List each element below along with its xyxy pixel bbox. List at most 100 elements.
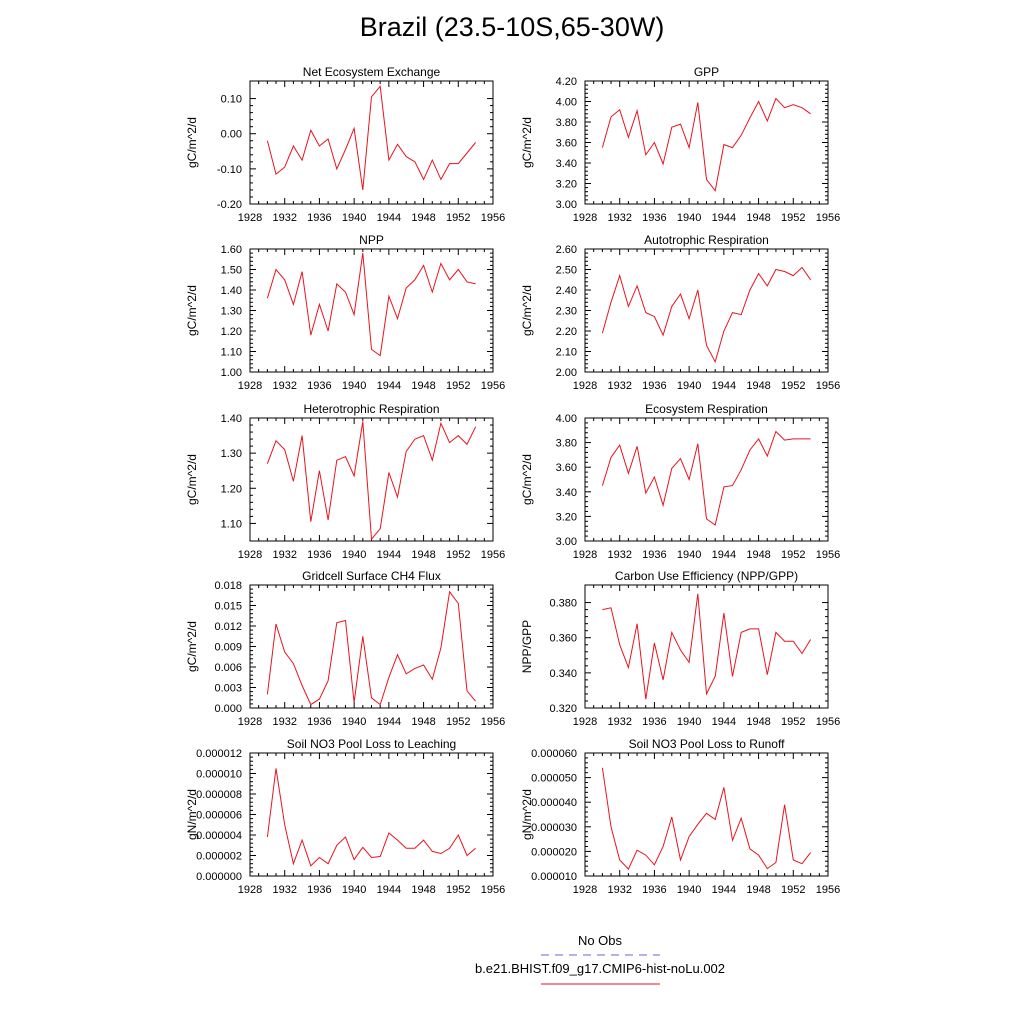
y-axis-label: gC/m^2/d — [520, 117, 534, 168]
y-axis-label: gN/m^2/d — [185, 789, 199, 840]
x-tick-label: 1948 — [746, 380, 770, 392]
y-tick-label: 3.80 — [556, 117, 577, 129]
x-tick-label: 1944 — [712, 716, 736, 728]
y-tick-label: 3.20 — [556, 179, 577, 191]
y-tick-label: 0.000002 — [196, 851, 242, 863]
x-tick-label: 1952 — [446, 212, 470, 224]
y-tick-label: 0.015 — [214, 601, 242, 613]
y-tick-label: 0.320 — [549, 703, 577, 715]
x-tick-label: 1956 — [481, 549, 505, 561]
x-tick-label: 1936 — [642, 549, 666, 561]
x-tick-label: 1932 — [607, 884, 631, 896]
x-tick-label: 1948 — [411, 716, 435, 728]
x-tick-label: 1956 — [816, 212, 840, 224]
x-tick-label: 1928 — [573, 716, 597, 728]
x-tick-label: 1944 — [712, 884, 736, 896]
series-line — [602, 593, 812, 700]
series-line — [601, 97, 811, 192]
panel-title: Carbon Use Efficiency (NPP/GPP) — [615, 569, 798, 583]
x-tick-label: 1936 — [642, 380, 666, 392]
x-tick-label: 1932 — [607, 380, 631, 392]
chart-panel-5: Heterotrophic Respiration gC/m^2/d 1928 193… — [185, 402, 505, 561]
y-axis-label: gC/m^2/d — [185, 454, 199, 505]
x-tick-label: 1948 — [411, 212, 435, 224]
x-tick-label: 1932 — [607, 549, 631, 561]
plot-frame — [584, 417, 829, 542]
x-tick-label: 1952 — [446, 884, 470, 896]
chart-panel-3: NPP gC/m^2/d 1928 1932 1936 1940 1944 1948 1952 1… — [185, 233, 505, 392]
x-tick-label: 1932 — [272, 212, 296, 224]
y-tick-label: 0.006 — [214, 662, 242, 674]
y-tick-label: 0.000040 — [531, 797, 577, 809]
series-line — [266, 768, 476, 867]
series-line — [601, 266, 812, 364]
x-tick-label: 1932 — [272, 549, 296, 561]
panel-title: GPP — [694, 65, 719, 79]
x-tick-label: 1956 — [481, 884, 505, 896]
y-axis-label: gC/m^2/d — [185, 621, 199, 672]
x-tick-label: 1952 — [446, 549, 470, 561]
x-tick-label: 1936 — [307, 549, 331, 561]
x-tick-label: 1948 — [746, 884, 770, 896]
x-tick-label: 1944 — [712, 549, 736, 561]
x-tick-label: 1940 — [342, 380, 366, 392]
y-tick-label: 3.40 — [556, 158, 577, 170]
x-tick-label: 1940 — [677, 549, 701, 561]
y-tick-label: -0.10 — [217, 164, 242, 176]
figure-title: Brazil (23.5-10S,65-30W) — [359, 12, 665, 42]
y-tick-label: 1.00 — [221, 367, 242, 379]
x-tick-label: 1928 — [238, 380, 262, 392]
y-tick-label: 0.340 — [549, 668, 577, 680]
x-tick-label: 1952 — [446, 716, 470, 728]
y-tick-label: 0.380 — [549, 598, 577, 610]
y-tick-label: 4.20 — [556, 76, 577, 88]
y-tick-label: 0.00 — [221, 129, 242, 141]
y-tick-label: 0.000 — [214, 703, 242, 715]
x-tick-label: 1944 — [377, 212, 401, 224]
y-axis-label: gN/m^2/d — [520, 789, 534, 840]
y-tick-label: 3.00 — [556, 199, 577, 211]
x-tick-label: 1936 — [307, 212, 331, 224]
y-tick-label: -0.20 — [217, 199, 242, 211]
x-tick-label: 1928 — [573, 212, 597, 224]
x-tick-label: 1928 — [238, 884, 262, 896]
x-tick-label: 1936 — [307, 716, 331, 728]
x-tick-label: 1948 — [746, 549, 770, 561]
x-tick-label: 1956 — [481, 380, 505, 392]
x-tick-label: 1956 — [816, 884, 840, 896]
series-line — [266, 421, 477, 541]
x-tick-label: 1940 — [677, 884, 701, 896]
y-tick-label: 1.10 — [221, 347, 242, 359]
x-tick-label: 1952 — [781, 212, 805, 224]
chart-panel-6: Ecosystem Respiration gC/m^2/d 1928 1932 193… — [520, 402, 840, 561]
y-tick-label: 0.018 — [214, 580, 242, 592]
y-tick-label: 0.009 — [214, 642, 242, 654]
x-tick-label: 1956 — [816, 380, 840, 392]
y-tick-label: 3.60 — [556, 462, 577, 474]
x-tick-label: 1944 — [377, 549, 401, 561]
x-tick-label: 1940 — [677, 716, 701, 728]
panel-title: Net Ecosystem Exchange — [303, 65, 441, 79]
y-tick-label: 0.003 — [214, 683, 242, 695]
x-tick-label: 1936 — [642, 212, 666, 224]
x-tick-label: 1932 — [607, 716, 631, 728]
y-tick-label: 0.000020 — [531, 846, 577, 858]
chart-panel-2: GPP gC/m^2/d 1928 1932 1936 1940 1944 1948 1952 1… — [520, 65, 840, 224]
x-tick-label: 1948 — [411, 380, 435, 392]
y-tick-label: 0.000060 — [531, 748, 577, 760]
y-tick-label: 2.20 — [556, 326, 577, 338]
x-tick-label: 1936 — [307, 380, 331, 392]
y-tick-label: 0.10 — [221, 94, 242, 106]
x-tick-label: 1948 — [411, 549, 435, 561]
y-tick-label: 1.20 — [221, 483, 242, 495]
y-tick-label: 2.60 — [556, 244, 577, 256]
y-tick-label: 0.000030 — [531, 822, 577, 834]
plot-frame — [584, 80, 829, 205]
x-tick-label: 1944 — [377, 884, 401, 896]
panel-title: Gridcell Surface CH4 Flux — [302, 569, 441, 583]
x-tick-label: 1940 — [342, 549, 366, 561]
x-tick-label: 1952 — [781, 549, 805, 561]
panel-title: Ecosystem Respiration — [645, 402, 768, 416]
x-tick-label: 1948 — [746, 716, 770, 728]
y-tick-label: 0.012 — [214, 621, 242, 633]
